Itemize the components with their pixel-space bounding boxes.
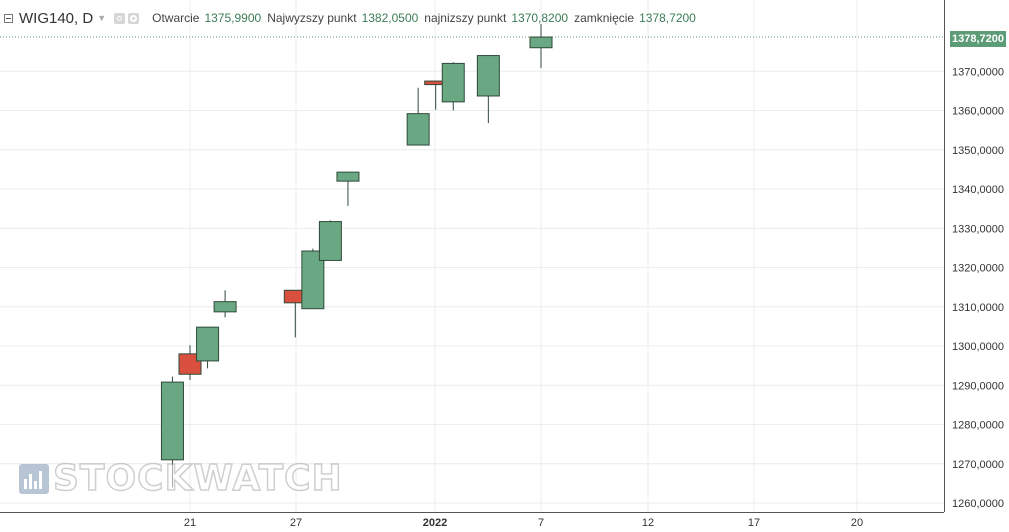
x-tick-label: 27	[290, 517, 302, 529]
open-label: Otwarcie	[152, 11, 200, 25]
y-tick-label: 1310,0000	[952, 302, 1004, 314]
candle-body	[441, 62, 465, 103]
y-tick-label: 1290,0000	[952, 380, 1004, 392]
current-price-badge: 1378,7200	[950, 31, 1006, 47]
eye-icon[interactable]	[114, 12, 126, 24]
symbol-label[interactable]: WIG140, D	[19, 9, 94, 27]
collapse-icon[interactable]	[4, 13, 13, 23]
y-tick-label: 1320,0000	[952, 263, 1004, 275]
y-tick-label: 1340,0000	[952, 184, 1004, 196]
high-value: 1382,0500	[361, 11, 419, 25]
x-tick-label: 20	[851, 517, 863, 529]
low-value: 1370,8200	[511, 11, 569, 25]
x-tick-label: 21	[184, 517, 196, 529]
y-tick-label: 1330,0000	[952, 223, 1004, 235]
stockwatch-logo-icon	[19, 463, 49, 494]
y-tick-label: 1270,0000	[952, 459, 1004, 471]
y-tick-label: 1350,0000	[952, 145, 1004, 157]
candle-body	[301, 250, 325, 310]
x-tick-label: 17	[748, 517, 760, 529]
chart-header: WIG140, D ▼ Otwarcie 1375,9900 Najwyzszy…	[4, 8, 702, 28]
candle-body	[336, 171, 360, 182]
watermark-text: STOCKWATCH	[52, 457, 343, 500]
open-value: 1375,9900	[204, 11, 262, 25]
candle-body	[213, 301, 237, 313]
caret-down-icon[interactable]: ▼	[97, 13, 107, 23]
candle-body	[178, 353, 202, 375]
candle-body	[476, 55, 500, 97]
candle-body	[529, 36, 553, 49]
y-tick-label: 1360,0000	[952, 106, 1004, 118]
x-tick-label: 2022	[423, 517, 447, 529]
gear-icon[interactable]	[128, 12, 140, 24]
y-tick-label: 1260,0000	[952, 498, 1004, 510]
close-label: zamknięcie	[574, 11, 635, 25]
y-tick-label: 1300,0000	[952, 341, 1004, 353]
candle-body	[406, 113, 430, 146]
low-label: najnizszy punkt	[424, 11, 507, 25]
candle-body	[196, 326, 220, 362]
candle-body	[160, 381, 184, 461]
y-tick-label: 1370,0000	[952, 66, 1004, 78]
y-tick-label: 1280,0000	[952, 420, 1004, 432]
candle-body	[318, 221, 342, 261]
x-tick-label: 7	[538, 517, 544, 529]
stockwatch-watermark: STOCKWATCH	[19, 457, 343, 500]
high-label: Najwyzszy punkt	[267, 11, 357, 25]
x-tick-label: 12	[642, 517, 654, 529]
close-value: 1378,7200	[639, 11, 696, 25]
